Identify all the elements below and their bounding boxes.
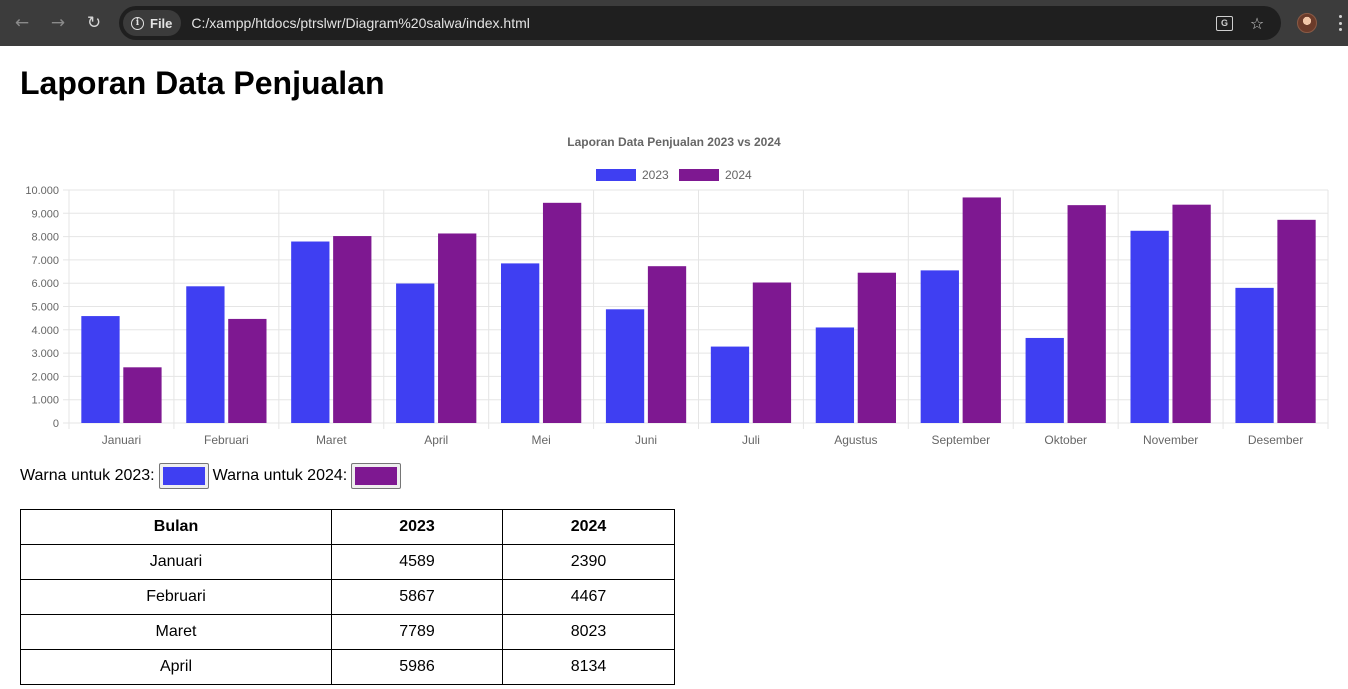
bar-2024-november [1172,204,1211,423]
cell-month: Januari [20,544,332,580]
bar-2024-desember [1277,219,1316,423]
y-tick-label: 5.000 [31,302,59,314]
bar-2023-agustus [815,327,855,423]
bar-2024-juli [752,282,792,423]
cell-2024: 8023 [502,614,675,650]
table-header-row: Bulan 2023 2024 [20,509,675,545]
bar-2023-desember [1235,287,1274,423]
x-tick-label: Desember [1248,433,1303,447]
y-tick-label: 0 [53,418,59,430]
url-text[interactable]: C:/xampp/htdocs/ptrslwr/Diagram%20salwa/… [191,15,530,31]
bar-2023-juli [710,346,750,423]
more-menu-icon[interactable] [1337,12,1343,34]
table-row: Februari 5867 4467 [20,579,675,615]
x-tick-label: Mei [531,433,550,447]
bar-2024-januari [123,367,162,423]
y-tick-label: 1.000 [31,395,59,407]
bar-2023-februari [186,286,225,423]
header-bulan: Bulan [20,509,332,545]
cell-month: Februari [20,579,332,615]
cell-2024: 2390 [502,544,675,580]
bar-2024-september [962,197,1001,423]
bar-2023-maret [291,241,330,423]
cell-2024: 4467 [502,579,675,615]
bar-2023-juni [605,309,645,423]
cell-month: Maret [20,614,332,650]
x-tick-label: Februari [204,433,249,447]
cell-2023: 4589 [331,544,503,580]
browser-toolbar: ← → ↻ i File C:/xampp/htdocs/ptrslwr/Dia… [0,0,1348,46]
back-arrow-icon[interactable]: ← [14,12,30,33]
profile-avatar[interactable] [1297,13,1317,33]
y-tick-label: 3.000 [31,348,59,360]
x-tick-label: Agustus [834,433,877,447]
cell-2023: 7789 [331,614,503,650]
file-label: File [150,15,173,31]
forward-arrow-icon[interactable]: → [50,12,66,33]
translate-icon[interactable]: G [1216,15,1233,31]
y-tick-label: 6.000 [31,278,59,290]
sales-bar-chart: Laporan Data Penjualan 2023 vs 2024 2023 2… [25,135,1329,447]
bar-2023-mei [500,263,540,423]
x-tick-label: Oktober [1044,433,1087,447]
legend-label-2023: 2023 [642,168,669,182]
cell-month: April [20,649,332,685]
y-tick-label: 9.000 [31,208,59,220]
x-tick-label: September [931,433,990,447]
color-2023-label: Warna untuk 2023: [20,467,155,484]
color-2024-label: Warna untuk 2024: [212,467,348,484]
bar-2024-april [438,233,477,423]
x-tick-label: Juli [742,433,760,447]
bar-2024-februari [228,318,267,423]
bar-2023-april [396,283,435,423]
bar-2023-oktober [1025,337,1064,423]
y-tick-label: 7.000 [31,255,59,267]
bar-2023-september [920,270,959,423]
bar-2024-mei [542,202,582,423]
address-bar[interactable]: i File C:/xampp/htdocs/ptrslwr/Diagram%2… [119,6,1281,40]
sales-table: Bulan 2023 2024 Januari 4589 2390 Februa… [20,509,675,685]
table-row: Januari 4589 2390 [20,544,675,580]
table-row: Maret 7789 8023 [20,614,675,650]
color-2023-picker[interactable] [158,463,209,489]
bar-2024-juni [647,266,687,423]
bar-2023-november [1130,230,1169,423]
y-tick-label: 2.000 [31,371,59,383]
cell-2024: 8134 [502,649,675,685]
bar-2024-maret [333,236,372,423]
legend-swatch-2024 [679,169,719,181]
bar-2024-oktober [1067,205,1106,423]
bar-2024-agustus [857,272,897,423]
site-info-button[interactable]: i File [123,10,182,36]
bookmark-star-icon[interactable]: ☆ [1249,13,1265,33]
x-tick-label: Juni [635,433,657,447]
y-tick-label: 8.000 [31,232,59,244]
x-tick-label: November [1143,433,1198,447]
legend-swatch-2023 [596,169,636,181]
x-tick-label: April [424,433,448,447]
table-row: April 5986 8134 [20,649,675,685]
y-tick-label: 4.000 [31,325,59,337]
header-2024: 2024 [502,509,675,545]
cell-2023: 5986 [331,649,503,685]
color-controls: Warna untuk 2023: Warna untuk 2024: [20,463,405,489]
cell-2023: 5867 [331,579,503,615]
reload-icon[interactable]: ↻ [86,12,102,33]
y-tick-label: 10.000 [25,185,59,197]
color-2024-picker[interactable] [351,463,402,489]
bar-2023-januari [81,316,120,423]
info-icon: i [131,16,144,30]
page-title: Laporan Data Penjualan [20,65,385,101]
x-tick-label: Januari [102,433,141,447]
chart-title: Laporan Data Penjualan 2023 vs 2024 [567,135,781,149]
header-2023: 2023 [331,509,503,545]
legend-label-2024: 2024 [725,168,752,182]
x-tick-label: Maret [316,433,347,447]
